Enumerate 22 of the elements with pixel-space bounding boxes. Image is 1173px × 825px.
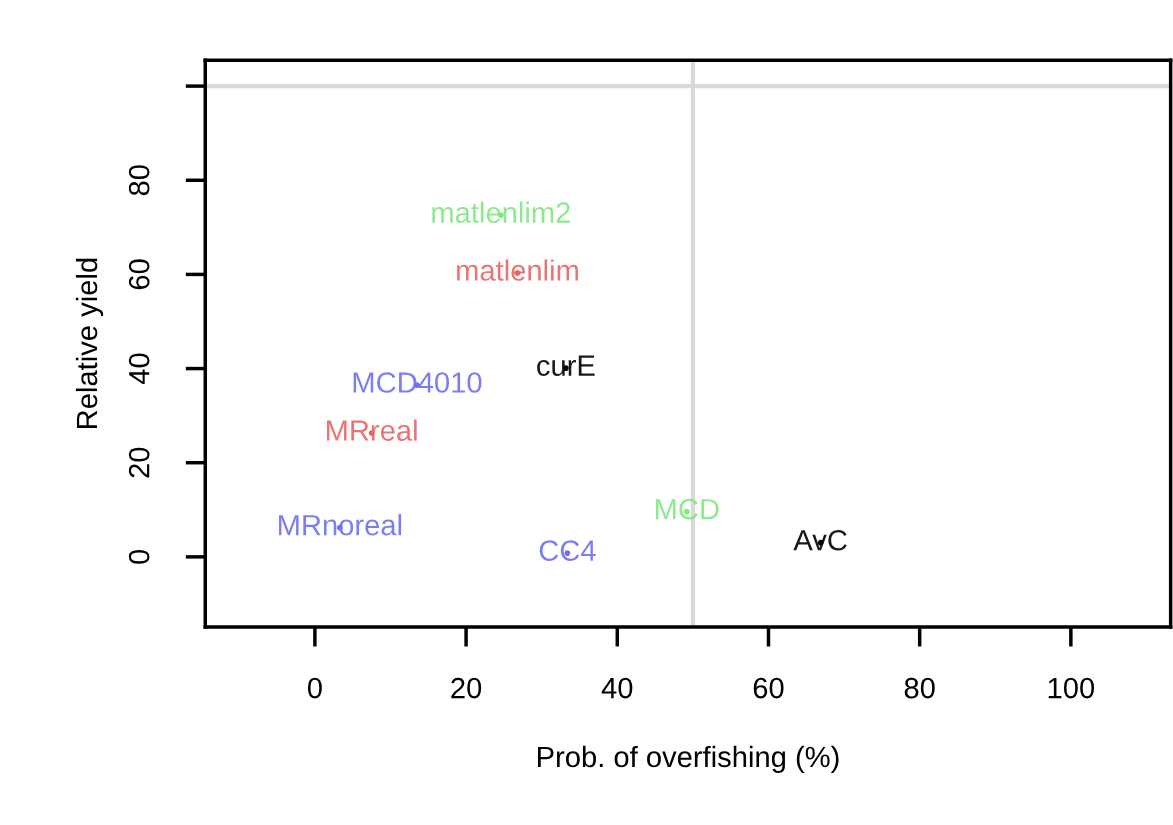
series-label: matlenlim <box>457 259 578 281</box>
series-label: MCD4010 <box>353 372 482 393</box>
x-tick-label: 80 <box>904 677 935 699</box>
series-label: CC4 <box>539 540 596 561</box>
x-axis-title: Prob. of overfishing (%) <box>537 745 839 774</box>
x-tick-label: 20 <box>451 677 482 699</box>
series-label: MRreal <box>326 419 417 441</box>
y-tick-label: 20 <box>128 447 150 478</box>
series-label: MCD <box>656 498 719 520</box>
x-tick-label: 60 <box>753 677 784 699</box>
series-label: MRnoreal <box>279 514 402 536</box>
series-label: AvC <box>793 529 847 551</box>
y-tick-label: 80 <box>128 165 150 196</box>
series-label: curE <box>537 355 595 376</box>
y-tick-label: 0 <box>128 549 150 564</box>
y-axis-title: Relative yield <box>75 258 104 428</box>
x-tick-label: 40 <box>601 677 633 699</box>
x-tick-label: 100 <box>1048 677 1095 699</box>
y-tick-label: 40 <box>128 353 150 385</box>
x-tick-label: 0 <box>307 677 322 699</box>
series-label: matlenlim2 <box>432 201 570 223</box>
y-tick-label: 60 <box>128 259 150 290</box>
